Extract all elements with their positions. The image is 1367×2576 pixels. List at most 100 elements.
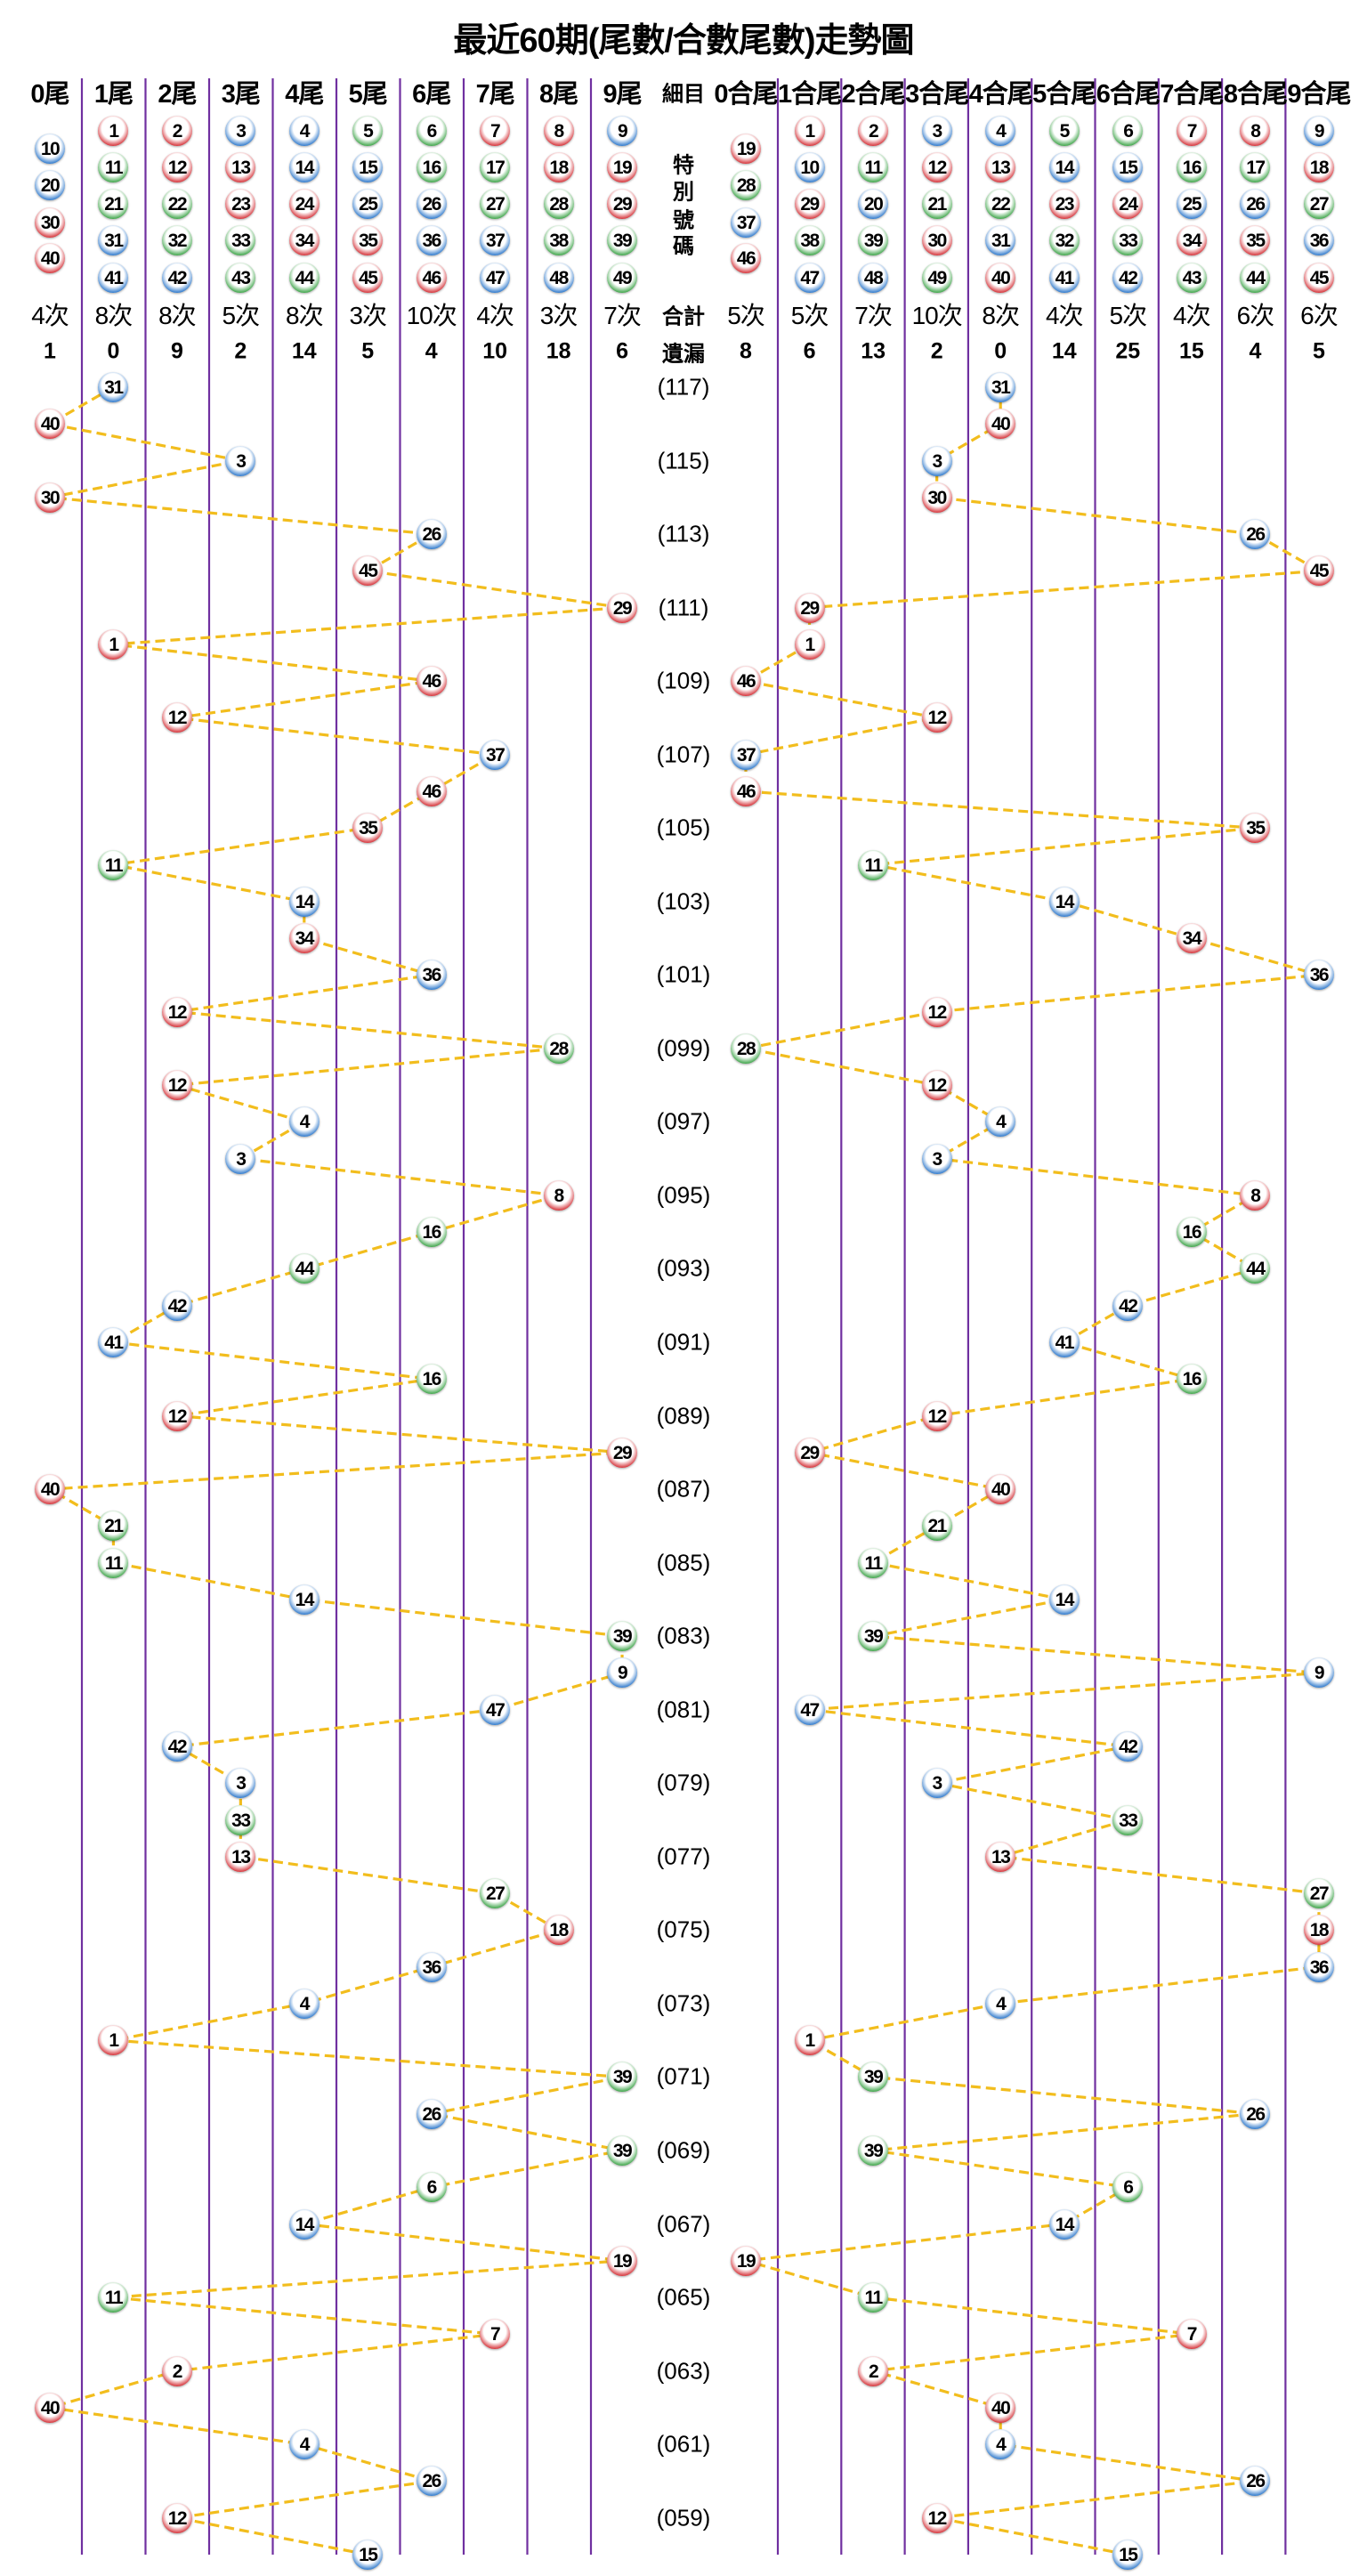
ball-number: 18 <box>549 158 569 178</box>
ball-number: 45 <box>1309 268 1330 288</box>
ball-number: 26 <box>1246 524 1266 546</box>
ball-number: 35 <box>1246 818 1266 839</box>
tail-draw-ball: 12 <box>161 702 192 733</box>
ball-number: 23 <box>231 194 251 215</box>
left-header-ball: 48 <box>543 263 574 293</box>
ball-number: 40 <box>991 1479 1011 1501</box>
ball-number: 24 <box>295 194 315 215</box>
right-header-ball: 2 <box>858 116 889 146</box>
sum-tail-draw-ball: 9 <box>1303 1657 1334 1689</box>
ball-number: 26 <box>422 524 442 546</box>
right-count: 5次 <box>727 302 765 329</box>
right-count: 4次 <box>1045 302 1084 329</box>
right-header-ball: 22 <box>985 189 1016 219</box>
tail-draw-ball: 45 <box>352 555 384 587</box>
ball-number: 4 <box>996 2434 1007 2456</box>
ball-number: 7 <box>490 2324 501 2345</box>
ball-number: 21 <box>927 1516 947 1537</box>
right-header-ball: 20 <box>858 189 889 219</box>
ball-number: 41 <box>104 1333 124 1354</box>
left-column-header: 8尾 <box>539 80 578 109</box>
ball-number: 28 <box>549 1038 569 1059</box>
ball-number: 6 <box>1123 2177 1134 2199</box>
ball-number: 4 <box>299 1112 311 1133</box>
tail-draw-ball: 12 <box>161 1400 192 1431</box>
ball-number: 12 <box>167 1075 188 1097</box>
left-miss: 2 <box>234 338 247 364</box>
right-header-ball: 29 <box>794 189 825 219</box>
ball-number: 12 <box>167 158 188 178</box>
ball-number: 42 <box>167 268 188 288</box>
right-count: 7次 <box>854 302 893 329</box>
ball-number: 46 <box>736 671 756 693</box>
sum-tail-draw-ball: 36 <box>1303 1951 1334 1982</box>
period-label: (059) <box>656 2504 711 2531</box>
sum-tail-draw-ball: 1 <box>794 2025 825 2056</box>
right-header-ball: 24 <box>1112 189 1144 219</box>
ball-number: 34 <box>295 231 315 251</box>
period-label: (113) <box>657 520 710 547</box>
ball-number: 7 <box>490 121 501 142</box>
tail-draw-ball: 21 <box>98 1511 129 1542</box>
left-header-ball: 10 <box>35 134 65 164</box>
right-header-ball: 25 <box>1176 189 1207 219</box>
sum-tail-draw-ball: 19 <box>731 2245 761 2276</box>
sum-tail-draw-ball: 15 <box>1112 2539 1144 2570</box>
ball-number: 28 <box>736 1038 756 1059</box>
ball-number: 11 <box>104 2288 124 2309</box>
tail-draw-ball: 14 <box>288 1584 320 1615</box>
right-header-ball: 16 <box>1176 152 1207 182</box>
ball-number: 21 <box>104 194 124 215</box>
left-miss: 18 <box>546 338 571 364</box>
detail-label: 細目 <box>662 82 705 107</box>
left-header-ball: 47 <box>480 263 511 293</box>
right-header-ball: 46 <box>731 243 761 273</box>
tail-draw-ball: 2 <box>161 2355 192 2386</box>
tail-draw-ball: 4 <box>288 1988 320 2019</box>
right-column-header: 0合尾 <box>714 80 778 109</box>
left-header-ball: 25 <box>352 189 384 219</box>
ball-number: 41 <box>1055 1333 1075 1354</box>
right-header-ball: 1 <box>794 116 825 146</box>
sum-tail-draw-ball: 16 <box>1176 1364 1207 1395</box>
ball-number: 41 <box>104 268 124 288</box>
ball-number: 18 <box>549 1920 569 1941</box>
right-column-header: 7合尾 <box>1160 80 1224 109</box>
ball-number: 12 <box>927 1405 947 1427</box>
ball-number: 35 <box>359 818 378 839</box>
tail-draw-ball: 31 <box>98 372 129 402</box>
right-header-ball: 40 <box>985 263 1016 293</box>
tail-draw-ball: 8 <box>543 1179 574 1211</box>
ball-number: 18 <box>1309 1920 1330 1941</box>
period-label: (089) <box>656 1402 711 1430</box>
ball-number: 25 <box>359 194 378 215</box>
ball-number: 13 <box>231 158 251 178</box>
ball-number: 2 <box>869 121 879 142</box>
ball-number: 9 <box>1314 1663 1325 1684</box>
tail-draw-ball: 46 <box>416 666 447 697</box>
left-header-ball: 16 <box>416 152 447 182</box>
ball-number: 16 <box>1182 158 1202 178</box>
tail-draw-ball: 42 <box>161 1730 192 1762</box>
right-header-ball: 32 <box>1048 225 1080 255</box>
left-header-ball: 27 <box>480 189 511 219</box>
period-label: (101) <box>656 960 711 988</box>
tail-draw-ball: 47 <box>480 1694 511 1725</box>
ball-number: 10 <box>800 158 820 178</box>
ball-number: 42 <box>167 1736 188 1757</box>
ball-number: 4 <box>299 1993 311 2014</box>
sum-tail-draw-ball: 8 <box>1240 1179 1271 1211</box>
right-header-ball: 14 <box>1048 152 1080 182</box>
tail-draw-ball: 3 <box>225 1768 256 1799</box>
tail-draw-ball: 3 <box>225 1143 256 1174</box>
right-header-ball: 4 <box>985 116 1016 146</box>
ball-number: 22 <box>167 194 188 215</box>
right-header-ball: 26 <box>1240 189 1271 219</box>
ball-number: 27 <box>1309 1883 1330 1905</box>
period-label: (093) <box>656 1254 711 1282</box>
ball-number: 14 <box>295 891 315 912</box>
tail-draw-ball: 14 <box>288 886 320 917</box>
special-label-char: 別 <box>673 180 694 205</box>
ball-number: 29 <box>800 1442 820 1463</box>
right-header-ball: 31 <box>985 225 1016 255</box>
